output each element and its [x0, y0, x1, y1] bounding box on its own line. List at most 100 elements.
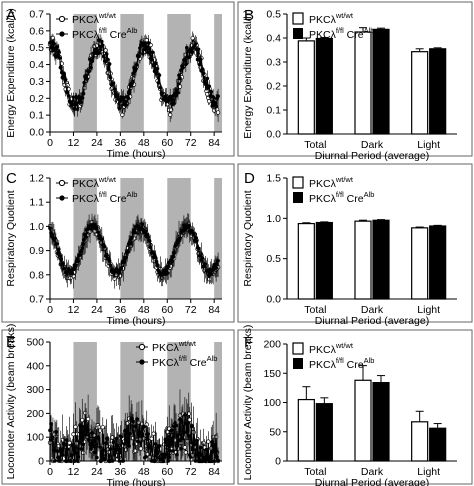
y-tick-label: 1.0: [266, 213, 281, 225]
y-tick-label: 1.2: [29, 173, 44, 185]
x-axis-title: Diurnal Period (average): [315, 150, 429, 162]
legend-label-ko-sup1: f/fl: [336, 26, 344, 35]
legend-label-wt-sup: wt/wt: [98, 175, 117, 184]
data-point-ko: [168, 448, 173, 453]
data-point-ko: [186, 55, 191, 60]
data-point-ko: [171, 94, 175, 98]
data-point-ko: [124, 255, 129, 260]
y-tick-label: 0.1: [29, 110, 44, 122]
data-point-ko: [200, 67, 205, 72]
bar-wt-dark: [354, 31, 372, 135]
data-point-ko: [85, 77, 89, 81]
legend-label-ko-sup1: f/fl: [179, 354, 187, 363]
data-point-ko: [122, 259, 127, 264]
legend-marker-wt: [138, 343, 146, 351]
legend-label-wt-base: PKCλ: [309, 14, 337, 26]
data-point-ko: [192, 442, 197, 446]
data-point-ko: [87, 69, 91, 74]
legend-label-wt: PKCλwt/wt: [309, 175, 354, 190]
data-point-ko: [208, 94, 213, 98]
data-point-ko: [58, 65, 63, 70]
legend-label-ko-sup1: f/fl: [336, 356, 344, 365]
bar-wt-light: [411, 51, 429, 135]
panel-frame-a: [1, 1, 235, 157]
legend-label-ko-base: PKCλ: [72, 29, 100, 41]
data-point-ko: [189, 424, 194, 429]
y-tick-label: 0.0: [266, 129, 281, 141]
data-point-ko: [157, 73, 162, 77]
legend-label-wt-base: PKCλ: [152, 342, 180, 354]
y-tick-label: 0.7: [29, 294, 44, 306]
data-point-ko: [111, 81, 116, 86]
data-point-ko: [200, 256, 205, 260]
y-tick-label: 0.0: [266, 294, 281, 306]
data-point-ko: [127, 444, 131, 448]
x-tick-label: 48: [138, 304, 150, 316]
data-point-ko: [182, 430, 186, 435]
data-point-wt: [168, 112, 173, 117]
panel-d-plot: Total Dark Light 0.0 0.5 1.0 1.5 Respiratory Qu…: [242, 173, 457, 327]
data-point-ko: [122, 442, 127, 446]
legend-label-ko-mid: Cre: [107, 29, 127, 41]
x-tick-label: 0: [47, 304, 53, 316]
x-axis-title: Diurnal Period (average): [315, 477, 429, 486]
data-point-ko: [86, 428, 90, 433]
data-point-ko: [91, 55, 95, 60]
data-point-wt: [100, 425, 105, 430]
data-point-ko: [204, 447, 209, 452]
data-point-ko: [170, 428, 174, 432]
data-point-ko: [147, 51, 152, 56]
legend-label-ko: PKCλf/fl CreAlb: [152, 354, 217, 369]
data-point-ko: [163, 94, 168, 98]
data-point-ko: [184, 62, 188, 67]
data-point-ko: [56, 247, 61, 252]
data-point-ko: [145, 432, 150, 436]
panel-letter-c: C: [6, 170, 17, 187]
y-tick-label: 0.1: [266, 105, 281, 117]
data-point-ko: [190, 447, 195, 452]
data-point-ko: [113, 447, 118, 452]
data-point-ko: [80, 95, 85, 100]
data-point-ko: [119, 435, 124, 439]
legend-label-ko-base: PKCλ: [309, 193, 337, 205]
data-point-ko: [115, 93, 120, 97]
data-point-ko: [73, 101, 78, 106]
data-point-ko: [95, 455, 99, 460]
legend-label-ko-mid: Cre: [107, 193, 127, 205]
data-point-ko: [214, 266, 218, 270]
data-point-ko: [150, 50, 155, 55]
data-point-ko: [172, 101, 176, 106]
data-point-ko: [145, 233, 150, 237]
legend-label-ko-mid: Cre: [344, 29, 364, 41]
data-point-ko: [175, 88, 179, 92]
data-point-ko: [201, 71, 206, 76]
data-point-ko: [108, 263, 113, 268]
data-point-ko: [139, 430, 143, 434]
legend-marker-ko: [59, 195, 65, 201]
data-point-ko: [107, 62, 112, 66]
data-point-ko: [135, 417, 139, 421]
data-point-ko: [174, 423, 178, 428]
data-point-ko: [177, 73, 181, 77]
legend-label-ko-base: PKCλ: [72, 193, 100, 205]
data-point-ko: [167, 455, 172, 460]
data-point-ko: [55, 449, 59, 453]
data-point-wt: [73, 424, 78, 429]
y-axis-title: Energy Expenditure (kcal/h): [5, 8, 17, 138]
legend-label-wt-base: PKCλ: [309, 178, 337, 190]
x-tick-label: 12: [68, 137, 80, 149]
data-point-ko: [116, 448, 121, 452]
legend-label-ko-sup2: Alb: [127, 190, 138, 199]
bar-ko-dark: [372, 28, 390, 135]
data-point-ko: [178, 417, 182, 422]
data-point-ko: [153, 255, 158, 260]
x-tick-label: Total: [304, 304, 326, 316]
data-point-wt: [149, 436, 154, 441]
data-point-ko: [164, 440, 169, 445]
series-ko: [48, 214, 220, 284]
data-point-ko: [178, 76, 182, 81]
data-point-ko: [83, 419, 87, 423]
data-point-ko: [84, 235, 88, 239]
data-point-ko: [126, 95, 130, 100]
data-point-ko: [94, 47, 98, 52]
